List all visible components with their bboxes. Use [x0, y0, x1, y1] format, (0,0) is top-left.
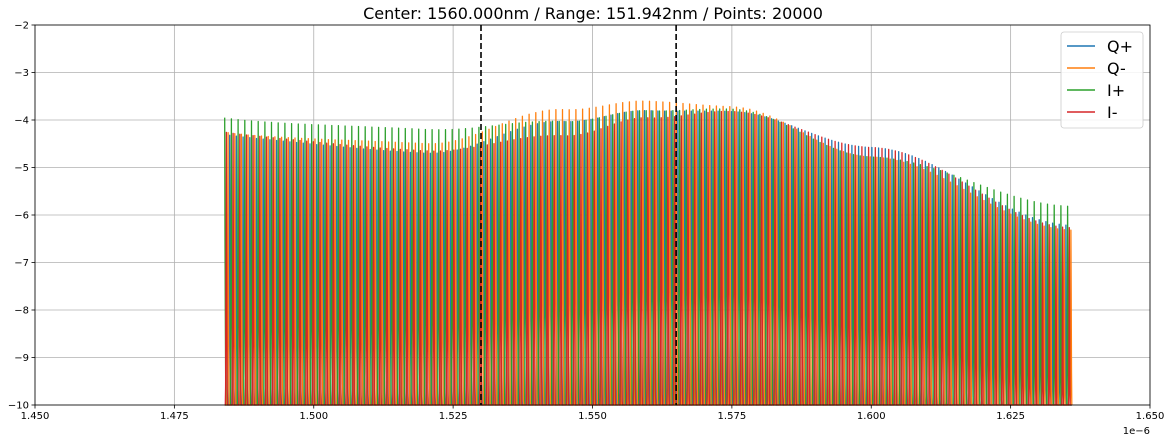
legend: Q+ Q- I+ I- — [1060, 31, 1144, 129]
y-tick-label: −7 — [14, 258, 29, 269]
y-axis: −2 −3 −4 −5 −6 −7 −8 −9 −10 — [8, 21, 35, 412]
legend-label: Q+ — [1107, 37, 1133, 56]
x-tick-label: 1.625 — [996, 411, 1025, 422]
x-tick-label: 1.550 — [578, 411, 607, 422]
chart-title: Center: 1560.000nm / Range: 151.942nm / … — [363, 4, 823, 23]
x-tick-label: 1.575 — [718, 411, 747, 422]
legend-label: I+ — [1107, 81, 1125, 100]
x-tick-label: 1.475 — [160, 411, 189, 422]
legend-label: I- — [1107, 103, 1118, 122]
y-tick-label: −6 — [14, 211, 29, 222]
legend-label: Q- — [1107, 59, 1126, 78]
y-tick-label: −2 — [14, 21, 29, 32]
x-tick-label: 1.450 — [21, 411, 50, 422]
vertical-markers — [480, 25, 677, 405]
y-tick-label: −5 — [14, 163, 29, 174]
x-tick-label: 1.650 — [1136, 411, 1165, 422]
x-tick-label: 1.500 — [299, 411, 328, 422]
y-tick-label: −10 — [8, 401, 29, 412]
y-tick-label: −3 — [14, 68, 29, 79]
plot-area — [34, 24, 1151, 406]
y-tick-label: −8 — [14, 306, 29, 317]
x-tick-label: 1.600 — [857, 411, 886, 422]
x-offset-label: 1e−6 — [1123, 426, 1150, 437]
x-axis: 1.450 1.475 1.500 1.525 1.550 1.575 1.600 1.625… — [21, 405, 1165, 422]
legend-box — [1060, 31, 1144, 129]
y-tick-label: −4 — [14, 116, 29, 127]
y-tick-label: −9 — [14, 353, 29, 364]
x-tick-label: 1.525 — [439, 411, 468, 422]
